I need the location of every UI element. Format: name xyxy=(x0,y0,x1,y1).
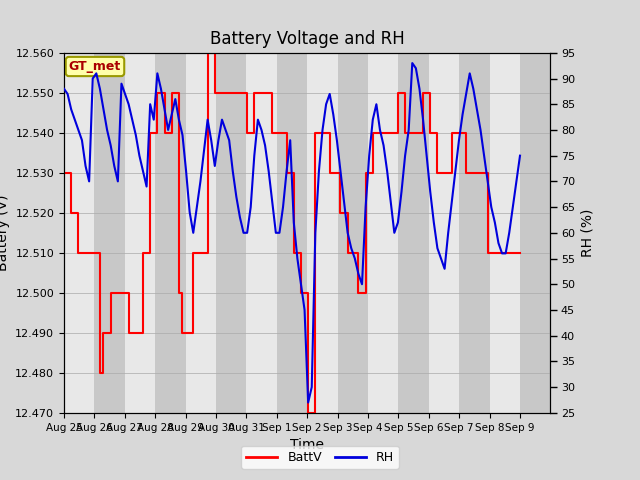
Bar xyxy=(307,53,338,413)
Bar xyxy=(338,53,368,413)
Bar xyxy=(155,53,186,413)
Bar xyxy=(246,53,276,413)
X-axis label: Time: Time xyxy=(290,438,324,452)
Bar xyxy=(216,53,246,413)
Bar xyxy=(460,53,490,413)
Bar xyxy=(276,53,307,413)
Bar xyxy=(520,53,550,413)
Bar xyxy=(398,53,429,413)
Title: Battery Voltage and RH: Battery Voltage and RH xyxy=(210,30,404,48)
Text: GT_met: GT_met xyxy=(69,60,121,73)
Bar xyxy=(429,53,459,413)
Bar xyxy=(95,53,125,413)
Y-axis label: RH (%): RH (%) xyxy=(580,209,595,257)
Bar xyxy=(490,53,520,413)
Legend: BattV, RH: BattV, RH xyxy=(241,446,399,469)
Bar xyxy=(125,53,155,413)
Bar xyxy=(186,53,216,413)
Bar xyxy=(64,53,95,413)
Y-axis label: Battery (V): Battery (V) xyxy=(0,194,10,271)
Bar xyxy=(368,53,398,413)
